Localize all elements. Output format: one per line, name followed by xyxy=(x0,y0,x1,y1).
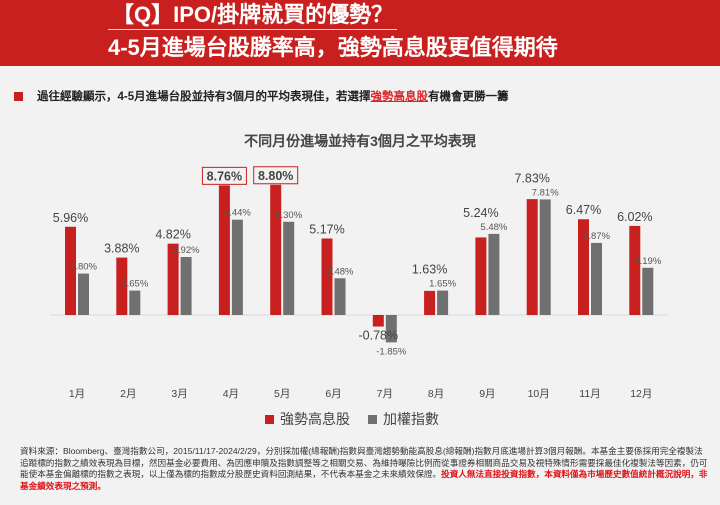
bar-high-dividend xyxy=(321,238,333,315)
bullet-highlight: 強勢高息股 xyxy=(370,91,429,103)
bar-taiex xyxy=(78,273,89,315)
data-label-high-dividend: 5.17% xyxy=(309,222,344,236)
data-label-high-dividend: -0.78% xyxy=(358,329,398,343)
x-tick-label: 1月 xyxy=(69,388,85,400)
data-label-high-dividend: 8.80% xyxy=(258,169,293,183)
data-label-high-dividend: 1.63% xyxy=(412,263,447,277)
warning-note: 投資人無法直接投資指數，本資料僅為市場歷史數值統計概況說明，非基金績效表現之預測… xyxy=(20,469,708,491)
bar-high-dividend xyxy=(116,257,128,315)
bar-taiex xyxy=(180,256,192,315)
highlight-box xyxy=(253,166,299,185)
data-label-taiex: 1.65% xyxy=(429,279,456,290)
data-label-taiex: 4.87% xyxy=(583,231,610,242)
bar-high-dividend xyxy=(372,315,384,327)
data-label-taiex: 7.81% xyxy=(532,187,559,198)
data-label-taiex: 3.92% xyxy=(173,245,200,256)
data-label-high-dividend: 5.96% xyxy=(53,211,88,225)
title-line-1: 【Q】IPO/掛牌就買的優勢？ xyxy=(108,2,398,30)
footnote: 資料來源：Bloomberg、臺灣指數公司，2015/11/17-2024/2/… xyxy=(20,446,710,492)
bar-high-dividend xyxy=(424,290,436,315)
header-banner: 【Q】IPO/掛牌就買的優勢？ 4-5月進場台股勝率高，強勢高息股更值得期待 xyxy=(0,0,720,66)
x-tick-label: 5月 xyxy=(274,388,290,400)
highlight-box xyxy=(201,166,247,185)
data-label-taiex: 2.48% xyxy=(327,266,354,277)
bar-taiex xyxy=(642,267,654,315)
x-tick-label: 7月 xyxy=(377,388,393,400)
x-tick-label: 2月 xyxy=(120,388,136,400)
bar-taiex xyxy=(539,199,551,315)
x-tick-label: 4月 xyxy=(223,388,239,400)
x-tick-label: 3月 xyxy=(171,388,187,400)
bar-high-dividend xyxy=(526,199,538,315)
data-label-high-dividend: 5.24% xyxy=(463,206,498,220)
data-label-taiex: -1.85% xyxy=(376,346,407,357)
source-note: 資料來源：Bloomberg、臺灣指數公司，2015/11/17-2024/2/… xyxy=(20,446,708,479)
bar-high-dividend xyxy=(65,226,76,315)
data-label-high-dividend: 3.88% xyxy=(104,242,139,256)
bar-high-dividend xyxy=(218,185,230,315)
data-label-taiex: 5.48% xyxy=(480,222,507,233)
data-label-taiex: 1.65% xyxy=(121,279,148,290)
bullet-text-before: 過往經驗顯示，4-5月進場台股並持有3個月的平均表現佳，若選擇 xyxy=(37,91,371,103)
x-tick-label: 8月 xyxy=(428,388,444,400)
data-label-taiex: 3.19% xyxy=(634,256,661,267)
bar-high-dividend xyxy=(629,225,641,315)
bar-taiex xyxy=(488,233,500,315)
bar-taiex xyxy=(283,221,295,315)
data-label-taiex: 6.30% xyxy=(275,210,302,221)
data-label-taiex: 2.80% xyxy=(70,262,97,273)
x-tick-label: 12月 xyxy=(630,388,652,400)
bar-taiex xyxy=(385,315,397,343)
data-label-high-dividend: 6.47% xyxy=(566,203,601,217)
x-tick-label: 6月 xyxy=(325,388,341,400)
legend-label-0: 強勢高息股 xyxy=(280,411,350,427)
bar-taiex xyxy=(334,278,346,315)
bar-taiex xyxy=(231,219,243,315)
data-label-high-dividend: 8.76% xyxy=(207,169,242,183)
legend-swatch-gray xyxy=(368,414,377,424)
data-label-high-dividend: 4.82% xyxy=(155,228,190,242)
bullet-text-after: 有機會更勝一籌 xyxy=(428,91,509,103)
square-bullet-icon xyxy=(14,91,23,101)
bar-high-dividend xyxy=(578,219,589,315)
bar-high-dividend xyxy=(167,243,179,315)
legend: 強勢高息股 加權指數 xyxy=(265,409,439,429)
bar-high-dividend xyxy=(270,184,282,315)
bar-high-dividend xyxy=(475,237,487,315)
data-label-taiex: 6.44% xyxy=(224,208,251,219)
summary-bullet: 過往經驗顯示，4-5月進場台股並持有3個月的平均表現佳，若選擇 強勢高息股 有機會更… xyxy=(14,88,509,104)
x-tick-label: 11月 xyxy=(579,388,600,400)
legend-label-1: 加權指數 xyxy=(383,411,439,427)
data-label-high-dividend: 7.83% xyxy=(514,171,549,185)
legend-swatch-red xyxy=(265,414,274,424)
title-line-2: 4-5月進場台股勝率高，強勢高息股更值得期待 xyxy=(108,35,558,60)
bar-taiex xyxy=(591,242,602,315)
bar-taiex xyxy=(129,290,141,315)
x-tick-label: 9月 xyxy=(479,388,495,400)
bar-taiex xyxy=(437,290,449,315)
x-tick-label: 10月 xyxy=(528,388,550,400)
data-label-high-dividend: 6.02% xyxy=(617,210,652,224)
chart-title: 不同月份進場並持有3個月之平均表現 xyxy=(244,133,476,149)
